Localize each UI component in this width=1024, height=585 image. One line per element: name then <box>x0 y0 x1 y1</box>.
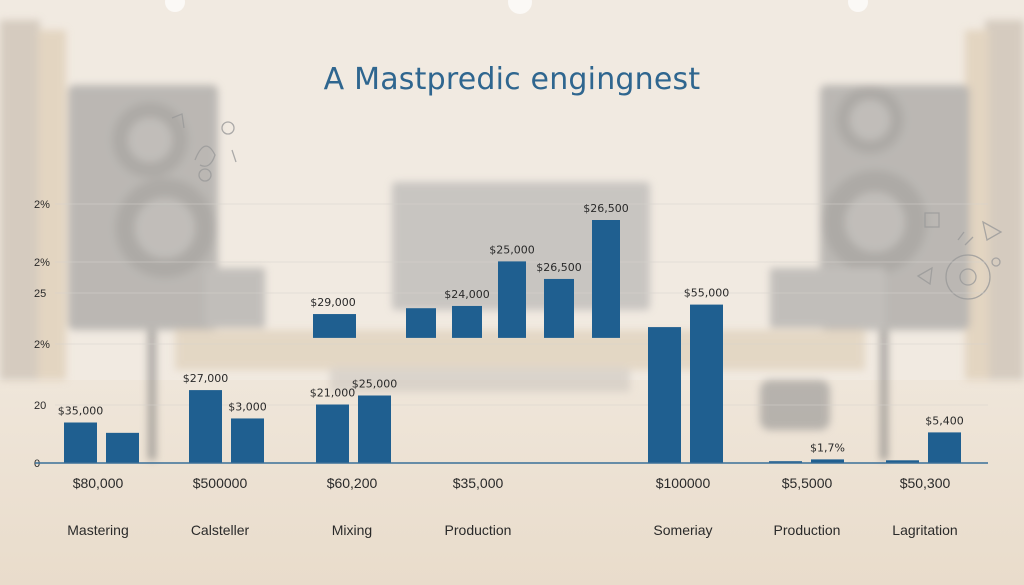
group-value-label: $100000 <box>656 475 711 491</box>
bar <box>231 418 264 463</box>
music-note-doodle-icon <box>171 113 237 182</box>
bar <box>811 459 844 463</box>
group-value-label: $500000 <box>193 475 248 491</box>
bar-data-label: $26,500 <box>536 261 582 274</box>
bar-data-label: $25,000 <box>489 243 535 256</box>
group-value-label: $50,300 <box>900 475 951 491</box>
bar <box>498 261 526 338</box>
bar-data-label: $55,000 <box>684 287 730 300</box>
group-value-label: $80,000 <box>73 475 124 491</box>
group-value-label: $60,200 <box>327 475 378 491</box>
category-label: Production <box>445 522 512 538</box>
group-value-label: $35,000 <box>453 475 504 491</box>
bar-data-label: $27,000 <box>183 372 229 385</box>
bar <box>406 308 436 338</box>
bar <box>544 278 574 338</box>
category-label: Lagritation <box>892 522 957 538</box>
target-doodle-icon <box>916 212 1003 300</box>
bar-data-label: $35,000 <box>58 405 104 418</box>
bar <box>592 220 620 338</box>
bar <box>648 327 681 463</box>
bar <box>769 461 802 463</box>
category-label: Production <box>774 522 841 538</box>
bar <box>452 305 482 338</box>
bar <box>690 304 723 463</box>
bar-data-label: $25,000 <box>352 378 398 391</box>
bar <box>316 404 349 463</box>
y-tick-label: 20 <box>34 400 46 412</box>
category-label: Mixing <box>332 522 372 538</box>
y-tick-label: 2% <box>34 257 50 269</box>
bar <box>106 432 139 463</box>
chart-title: A Mastpredic engingnest <box>323 62 701 97</box>
bar <box>358 395 391 463</box>
y-tick-label: 25 <box>34 288 46 300</box>
bar-data-label: $3,000 <box>228 400 267 413</box>
bar-data-label: $24,000 <box>444 288 490 301</box>
bar <box>64 422 97 463</box>
bar <box>313 314 356 338</box>
y-tick-label: 2% <box>34 339 50 351</box>
category-label: Someriay <box>653 522 712 538</box>
bar-data-label: $21,000 <box>310 387 356 400</box>
bar <box>189 390 222 463</box>
bar <box>886 460 919 463</box>
y-tick-label: 2% <box>34 199 50 211</box>
bar <box>928 432 961 463</box>
bar-data-label: $26,500 <box>583 202 629 215</box>
y-tick-label: 0 <box>34 458 40 470</box>
bar-data-label: $29,000 <box>310 296 356 309</box>
group-value-label: $5,5000 <box>782 475 833 491</box>
bar-data-label: $1,7% <box>810 441 845 454</box>
bar-data-label: $5,400 <box>925 414 964 427</box>
category-label: Mastering <box>67 522 128 538</box>
category-label: Calsteller <box>191 522 250 538</box>
